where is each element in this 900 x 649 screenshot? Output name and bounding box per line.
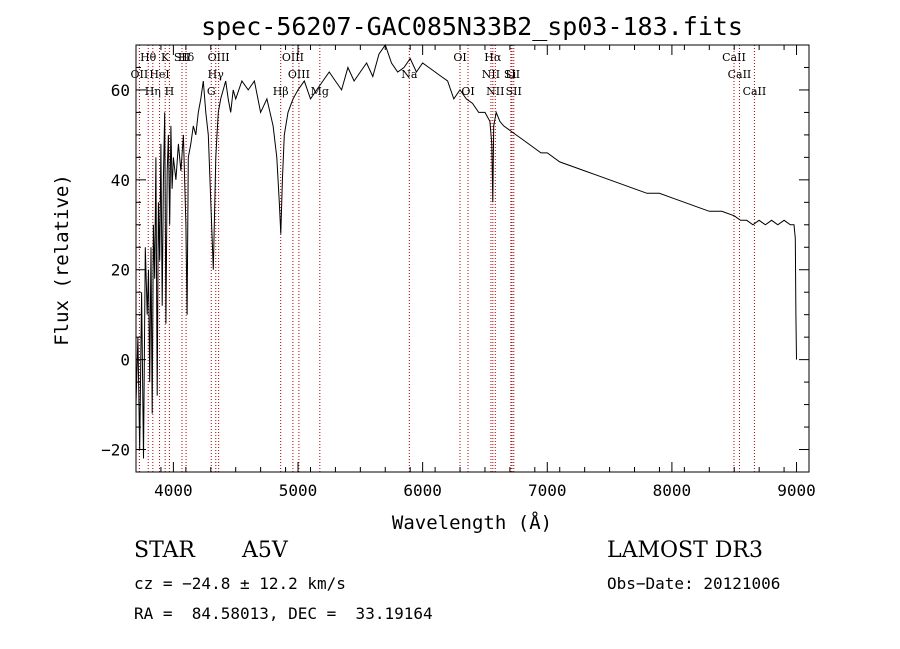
line-label-row3-6: NII bbox=[486, 85, 504, 98]
x-tick-label-1: 5000 bbox=[279, 481, 318, 500]
spectral-line-markers bbox=[138, 45, 755, 472]
line-label-row2-1: HeI bbox=[149, 68, 169, 81]
line-label-row2-4: OIII bbox=[288, 68, 310, 81]
line-label-row1-5: OI bbox=[453, 51, 466, 64]
y-tick-label-0: −20 bbox=[101, 441, 130, 460]
line-label-row1-4: OIII bbox=[282, 51, 304, 64]
line-label-row3-3: Hβ bbox=[273, 85, 289, 98]
x-tick-label-2: 6000 bbox=[403, 481, 442, 500]
y-tick-label-2: 20 bbox=[111, 261, 130, 280]
line-label-row1-1: K bbox=[161, 51, 170, 64]
line-label-row1-2: Hδ bbox=[178, 51, 195, 64]
y-tick-label-1: 0 bbox=[120, 351, 130, 370]
line-label-row2-2: SII bbox=[504, 68, 520, 81]
line-label-row3-2: G bbox=[207, 85, 216, 98]
plot-frame bbox=[135, 44, 810, 473]
x-tick-label-5: 9000 bbox=[777, 481, 816, 500]
x-tick-label-3: 7000 bbox=[528, 481, 567, 500]
chart-title: spec-56207-GAC085N33B2_sp03-183.fits bbox=[201, 12, 743, 41]
line-label-row2-3: Hγ bbox=[208, 68, 225, 81]
axis-ticks: 4000 5000 6000 7000 8000 9000 −20 0 20 40 60 bbox=[101, 44, 816, 500]
line-label-row2-7: Li bbox=[505, 68, 516, 81]
x-axis-label: Wavelength (Å) bbox=[392, 511, 552, 534]
line-label-row3-1: H bbox=[165, 85, 175, 98]
redshift-cz: cz = −24.8 ± 12.2 km/s bbox=[134, 574, 346, 593]
y-tick-label-4: 60 bbox=[111, 81, 130, 100]
object-subclass: A5V bbox=[242, 538, 288, 563]
flux-series-line bbox=[135, 43, 797, 459]
line-label-row3-7: SII bbox=[506, 85, 522, 98]
line-label-row2-8: CaII bbox=[728, 68, 752, 81]
observation-date: Obs−Date: 20121006 bbox=[607, 574, 781, 593]
line-label-row3-4: Mg bbox=[311, 85, 329, 98]
line-label-row2-6: NII bbox=[482, 68, 500, 81]
line-label-row1-0: Hθ bbox=[140, 51, 157, 64]
survey-name: LAMOST DR3 bbox=[607, 538, 763, 563]
coordinates: RA = 84.58013, DEC = 33.19164 bbox=[134, 604, 433, 623]
line-label-row3-0: Hη bbox=[145, 85, 161, 98]
x-tick-label-0: 4000 bbox=[154, 481, 193, 500]
line-label-row3-5: OI bbox=[461, 85, 474, 98]
line-label-row2-5: Na bbox=[401, 68, 418, 81]
line-label-row2-0: OII bbox=[131, 68, 149, 81]
line-label-row1-3: OIII bbox=[208, 51, 230, 64]
y-tick-label-3: 40 bbox=[111, 171, 130, 190]
object-class: STAR bbox=[134, 538, 195, 563]
line-label-row1-7: SII bbox=[174, 51, 190, 64]
line-label-row1-8: CaII bbox=[722, 51, 746, 64]
x-tick-label-4: 8000 bbox=[653, 481, 692, 500]
line-label-row3-8: CaII bbox=[743, 85, 767, 98]
line-label-row1-6: Hα bbox=[484, 51, 502, 64]
y-axis-label: Flux (relative) bbox=[51, 174, 73, 346]
